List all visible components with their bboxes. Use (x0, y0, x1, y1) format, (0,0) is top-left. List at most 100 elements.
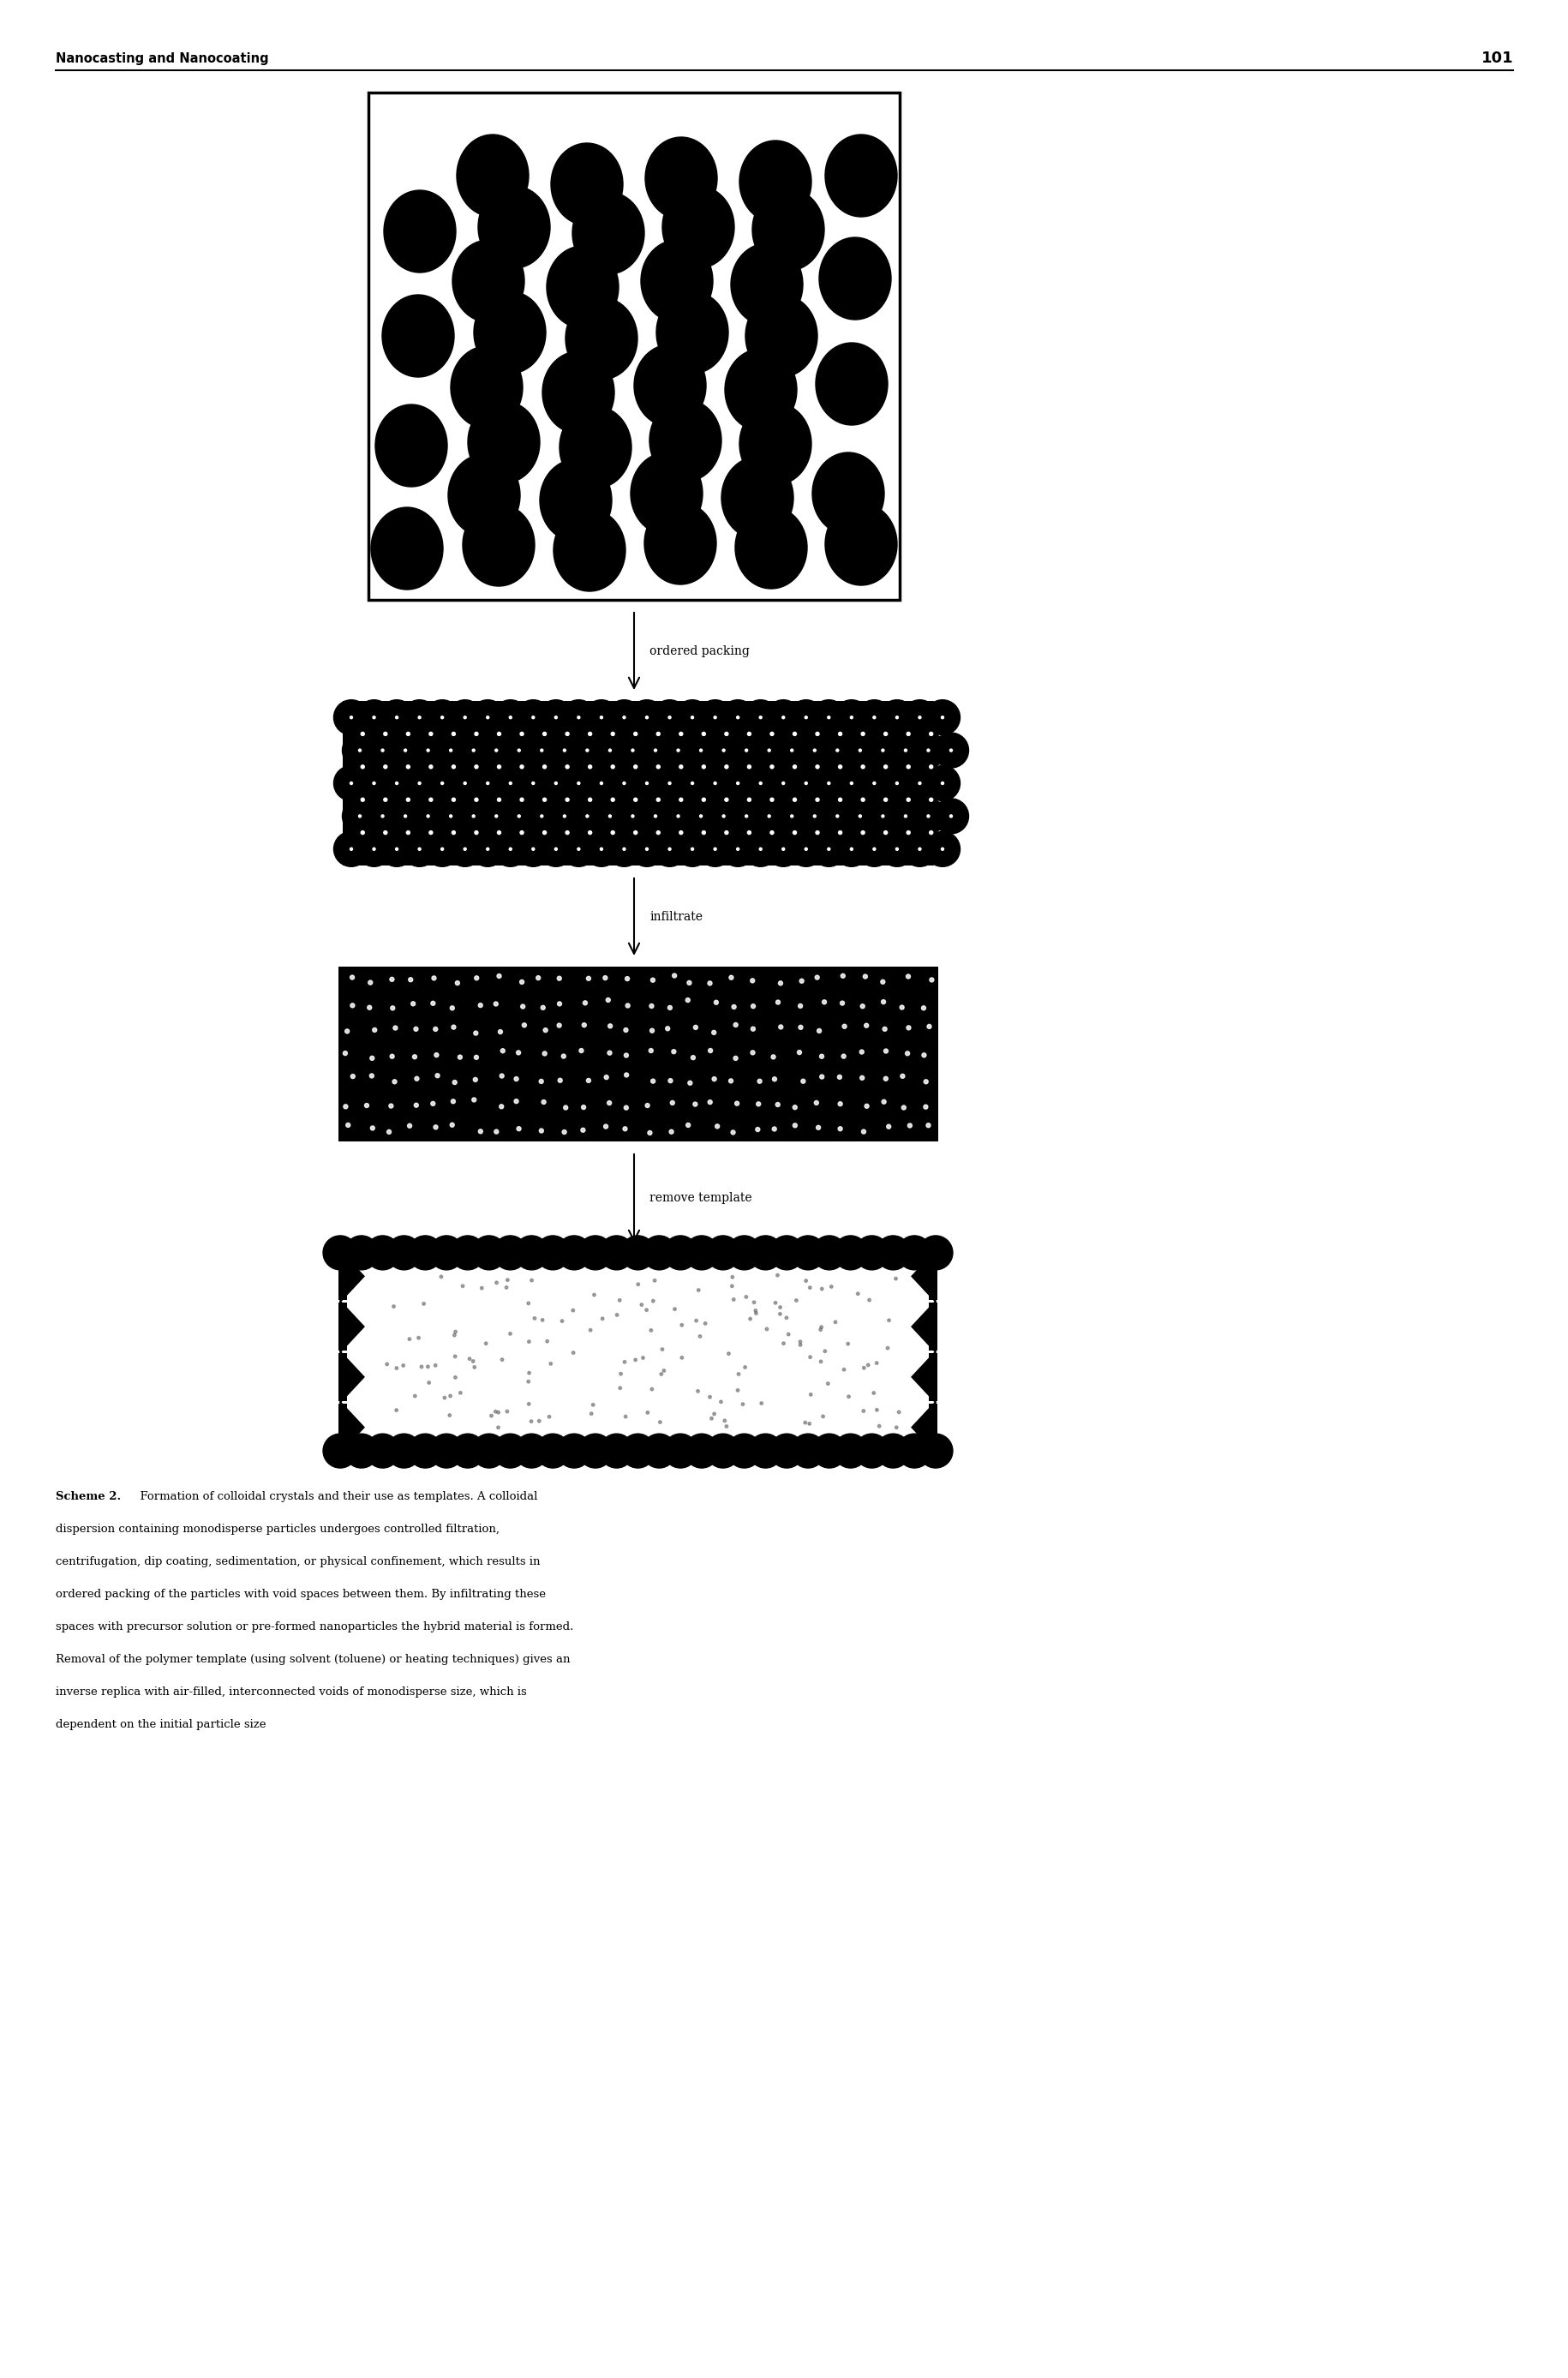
Ellipse shape (356, 766, 392, 801)
Bar (339, 1303, 347, 1351)
Ellipse shape (530, 1420, 533, 1422)
Ellipse shape (630, 816, 633, 818)
Ellipse shape (588, 766, 591, 768)
Ellipse shape (793, 1289, 822, 1315)
Ellipse shape (475, 799, 478, 801)
Ellipse shape (474, 292, 546, 373)
Polygon shape (911, 1351, 935, 1403)
Ellipse shape (390, 1006, 395, 1011)
Ellipse shape (539, 1080, 543, 1084)
Ellipse shape (655, 292, 728, 373)
Ellipse shape (671, 1049, 676, 1053)
Ellipse shape (599, 1237, 633, 1270)
Ellipse shape (881, 999, 884, 1004)
Ellipse shape (624, 1415, 627, 1417)
Ellipse shape (660, 799, 695, 835)
Text: Formation of colloidal crystals and their use as templates. A colloidal: Formation of colloidal crystals and thei… (133, 1491, 538, 1503)
Ellipse shape (387, 1339, 416, 1365)
Ellipse shape (920, 1006, 925, 1011)
Ellipse shape (364, 1339, 390, 1365)
Ellipse shape (334, 832, 368, 866)
Ellipse shape (789, 766, 823, 801)
Ellipse shape (684, 1434, 718, 1467)
Ellipse shape (624, 1389, 651, 1415)
Ellipse shape (441, 716, 444, 718)
Ellipse shape (720, 699, 756, 735)
Ellipse shape (492, 766, 528, 801)
Ellipse shape (698, 1334, 701, 1339)
Ellipse shape (883, 766, 887, 768)
Ellipse shape (408, 977, 412, 982)
Ellipse shape (541, 1006, 544, 1011)
Ellipse shape (563, 1106, 568, 1111)
Ellipse shape (781, 849, 784, 851)
Ellipse shape (430, 766, 433, 768)
Ellipse shape (837, 1101, 842, 1106)
Ellipse shape (790, 749, 793, 751)
Ellipse shape (875, 1237, 909, 1270)
Ellipse shape (532, 716, 535, 718)
Ellipse shape (651, 1389, 652, 1391)
Bar (928, 1403, 936, 1451)
Ellipse shape (558, 1077, 561, 1082)
Ellipse shape (808, 1286, 811, 1289)
Ellipse shape (633, 799, 637, 801)
Ellipse shape (731, 1006, 735, 1008)
Ellipse shape (622, 1360, 626, 1363)
Ellipse shape (506, 1279, 508, 1282)
Ellipse shape (673, 1289, 699, 1315)
Ellipse shape (439, 1275, 442, 1279)
Ellipse shape (949, 816, 952, 818)
Ellipse shape (414, 1077, 419, 1082)
Ellipse shape (621, 1237, 655, 1270)
Ellipse shape (593, 1294, 596, 1296)
Ellipse shape (745, 1296, 748, 1298)
Ellipse shape (543, 352, 615, 433)
Ellipse shape (586, 816, 588, 818)
Ellipse shape (822, 999, 826, 1004)
Ellipse shape (608, 1025, 612, 1027)
Ellipse shape (472, 1237, 506, 1270)
Ellipse shape (522, 1023, 527, 1027)
Ellipse shape (739, 402, 811, 485)
Ellipse shape (820, 1286, 823, 1291)
Ellipse shape (668, 1080, 673, 1082)
Ellipse shape (668, 849, 671, 851)
Ellipse shape (924, 1080, 928, 1084)
Ellipse shape (833, 1237, 867, 1270)
Ellipse shape (649, 1030, 654, 1032)
Ellipse shape (474, 1032, 478, 1034)
Ellipse shape (765, 766, 801, 801)
Ellipse shape (569, 799, 605, 835)
Ellipse shape (713, 782, 717, 785)
Ellipse shape (381, 749, 384, 751)
Ellipse shape (674, 832, 710, 866)
Ellipse shape (648, 1389, 676, 1415)
Ellipse shape (746, 799, 751, 801)
Ellipse shape (472, 1434, 506, 1467)
Ellipse shape (541, 1317, 544, 1322)
Ellipse shape (624, 977, 629, 980)
Ellipse shape (648, 1130, 652, 1134)
Ellipse shape (724, 350, 797, 430)
Ellipse shape (644, 138, 717, 219)
Ellipse shape (698, 766, 732, 801)
Ellipse shape (644, 1308, 648, 1313)
Ellipse shape (652, 766, 687, 801)
Ellipse shape (486, 849, 489, 851)
Ellipse shape (541, 749, 543, 751)
Ellipse shape (514, 1099, 517, 1103)
Ellipse shape (478, 185, 550, 269)
Text: Removal of the polymer template (using solvent (toluene) or heating techniques) : Removal of the polymer template (using s… (55, 1653, 569, 1665)
Ellipse shape (514, 1237, 549, 1270)
Ellipse shape (478, 1289, 505, 1315)
Ellipse shape (808, 1355, 811, 1358)
Ellipse shape (453, 1334, 456, 1336)
Ellipse shape (535, 1434, 569, 1467)
Ellipse shape (737, 1372, 740, 1374)
Ellipse shape (539, 459, 612, 542)
Ellipse shape (684, 799, 718, 835)
Ellipse shape (633, 345, 706, 426)
Ellipse shape (633, 732, 637, 735)
Ellipse shape (389, 977, 394, 982)
